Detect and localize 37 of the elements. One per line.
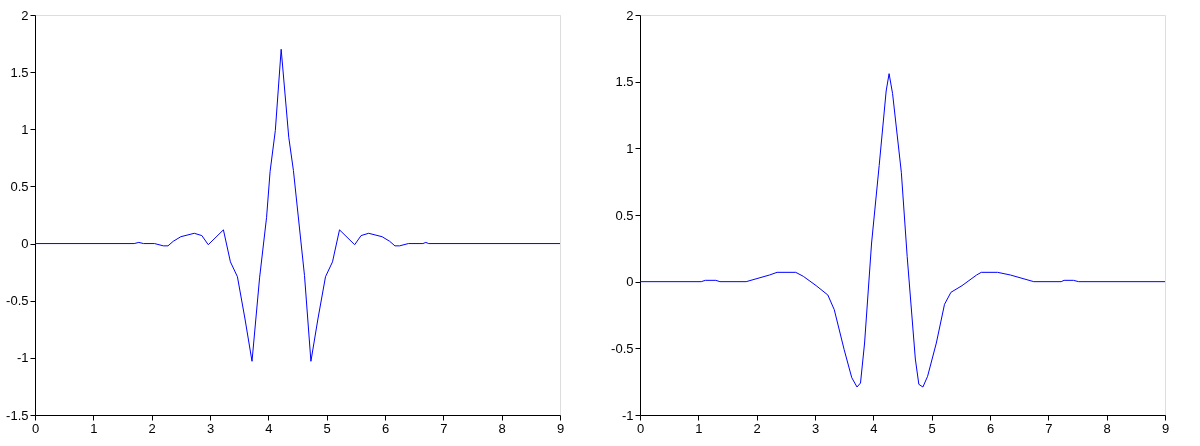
x-tick-label: 3: [206, 420, 215, 436]
y-tick-label: 0.5: [10, 178, 29, 194]
y-tick-label: 2: [21, 7, 29, 23]
x-tick-label: 0: [31, 420, 40, 436]
x-tick-label: 4: [870, 420, 878, 436]
y-tick-label: 0: [626, 274, 634, 290]
y-tick-label: -0.5: [611, 340, 634, 356]
y-tick-label: -1: [16, 350, 29, 366]
line-series: [34, 48, 561, 362]
x-tick-label: 1: [90, 420, 98, 436]
x-tick-label: 3: [811, 420, 820, 436]
y-tick-label: 0: [21, 236, 29, 252]
x-tick-label: 6: [381, 420, 390, 436]
x-tick-label: 7: [440, 420, 448, 436]
y-tick-label: 1: [21, 121, 29, 137]
x-tick-label: 1: [695, 420, 703, 436]
line-series: [639, 73, 1166, 388]
y-tick-label: 1: [626, 140, 634, 156]
x-tick-label: 8: [1103, 420, 1111, 436]
y-tick-label: 2: [626, 7, 634, 23]
y-tick-label: -1: [621, 407, 634, 423]
y-tick-label: -0.5: [6, 293, 29, 309]
y-tick-label: 1.5: [10, 64, 29, 80]
y-tick-label: 0.5: [615, 207, 634, 223]
x-tick-label: 7: [1045, 420, 1053, 436]
x-tick-label: 2: [148, 420, 156, 436]
y-tick-label: -1.5: [6, 407, 29, 423]
x-tick-label: 0: [636, 420, 645, 436]
x-tick-label: 5: [323, 420, 331, 436]
x-tick-label: 9: [556, 420, 565, 436]
y-tick-label: 1.5: [615, 74, 634, 90]
x-tick-label: 4: [265, 420, 273, 436]
x-tick-label: 9: [1161, 420, 1170, 436]
x-tick-label: 5: [928, 420, 936, 436]
x-tick-label: 6: [986, 420, 995, 436]
x-tick-label: 8: [498, 420, 506, 436]
x-tick-label: 2: [753, 420, 761, 436]
